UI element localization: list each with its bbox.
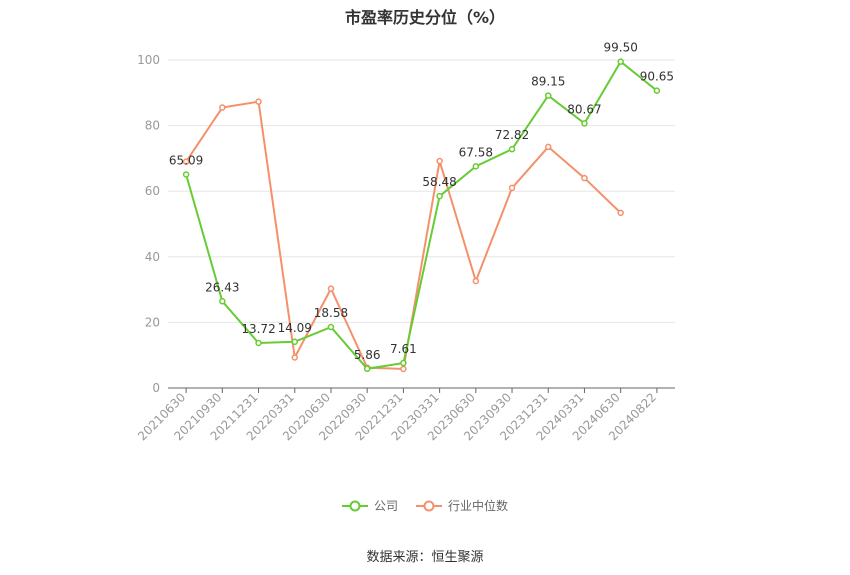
data-label: 90.65 bbox=[640, 70, 674, 84]
data-point-industry bbox=[400, 365, 407, 373]
data-point-industry bbox=[472, 277, 480, 285]
data-label: 18.58 bbox=[314, 306, 348, 320]
data-point-company bbox=[327, 323, 335, 331]
data-label: 26.43 bbox=[205, 280, 239, 294]
data-label: 14.09 bbox=[278, 321, 312, 335]
legend-item-industry[interactable]: 行业中位数 bbox=[416, 497, 508, 514]
y-tick-label: 0 bbox=[152, 381, 160, 395]
data-label: 13.72 bbox=[241, 322, 275, 336]
data-point-company bbox=[182, 171, 190, 178]
data-label: 72.82 bbox=[495, 128, 529, 142]
series-line-company bbox=[185, 60, 658, 370]
data-label: 89.15 bbox=[531, 75, 565, 89]
data-point-industry bbox=[291, 354, 298, 361]
data-label: 7.61 bbox=[390, 342, 417, 356]
data-point-industry bbox=[255, 98, 262, 105]
data-label: 5.86 bbox=[354, 348, 381, 362]
data-point-industry bbox=[182, 158, 190, 165]
data-label: 99.50 bbox=[603, 41, 637, 55]
data-point-company bbox=[617, 58, 624, 65]
y-tick-label: 100 bbox=[137, 53, 160, 67]
data-point-industry bbox=[327, 285, 335, 292]
data-point-company bbox=[255, 339, 262, 347]
legend-marker-industry bbox=[416, 500, 442, 511]
legend-item-company[interactable]: 公司 bbox=[341, 497, 398, 514]
data-point-company bbox=[400, 359, 407, 367]
data-point-company bbox=[581, 120, 588, 127]
data-point-industry bbox=[219, 104, 226, 111]
y-tick-label: 80 bbox=[145, 119, 160, 133]
data-point-industry bbox=[545, 143, 552, 151]
data-point-company bbox=[508, 145, 516, 153]
legend-label-industry: 行业中位数 bbox=[448, 499, 509, 513]
data-point-company bbox=[545, 92, 552, 99]
data-label: 67.58 bbox=[459, 145, 493, 159]
data-point-industry bbox=[508, 184, 516, 192]
data-point-company bbox=[363, 365, 371, 373]
data-label: 80.67 bbox=[567, 102, 601, 116]
y-tick-label: 60 bbox=[145, 184, 160, 198]
y-tick-label: 20 bbox=[145, 315, 160, 329]
data-point-company bbox=[219, 298, 226, 305]
legend: 公司 行业中位数 bbox=[0, 497, 850, 514]
data-point-company bbox=[291, 338, 298, 346]
data-point-company bbox=[436, 192, 443, 200]
data-point-company bbox=[653, 87, 661, 94]
data-point-industry bbox=[617, 209, 624, 217]
legend-label-company: 公司 bbox=[373, 499, 398, 513]
data-point-company bbox=[472, 163, 480, 170]
data-point-industry bbox=[436, 157, 443, 165]
data-point-industry bbox=[581, 174, 588, 182]
legend-marker-company bbox=[341, 500, 368, 511]
y-tick-label: 40 bbox=[145, 250, 160, 264]
data-source: 数据来源：恒生聚源 bbox=[366, 550, 484, 565]
chart-title: 市盈率历史分位（%） bbox=[344, 8, 506, 27]
data-label: 58.48 bbox=[422, 175, 456, 189]
data-label: 65.09 bbox=[169, 154, 203, 168]
